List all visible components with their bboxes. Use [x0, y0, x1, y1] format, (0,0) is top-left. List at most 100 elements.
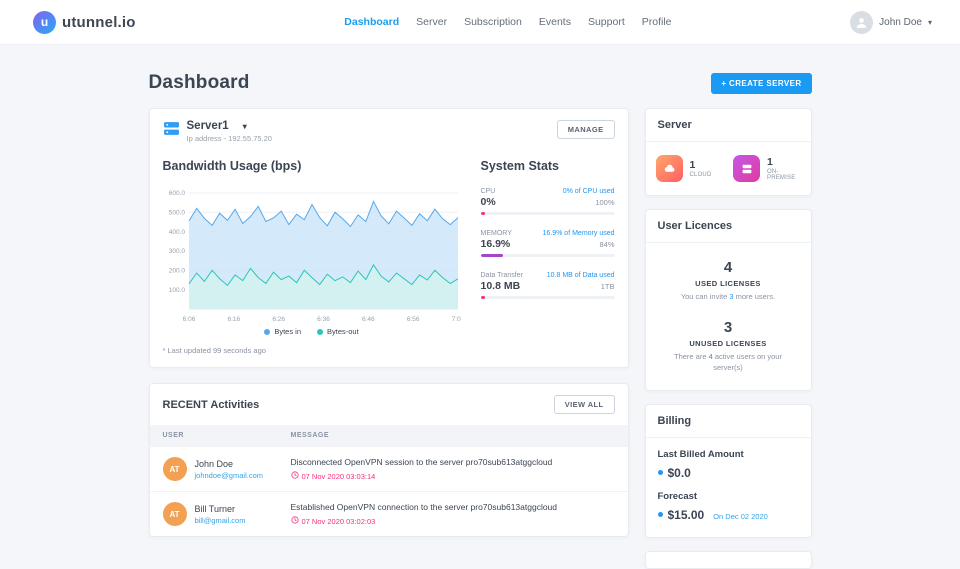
forecast-label: Forecast — [657, 490, 698, 502]
activity-timestamp: 07 Nov 2020 03:02:03 — [290, 516, 615, 526]
onprem-label: ON-PREMISE — [767, 169, 796, 181]
manage-button[interactable]: MANAGE — [556, 120, 615, 139]
cloud-server-count: 1 CLOUD — [655, 155, 724, 182]
billing-card: Billing Last Billed Amount $0.0 Forecast… — [644, 403, 812, 538]
user-licences-title: User Licences — [645, 210, 811, 243]
stat-cpu-value: 0% — [480, 196, 496, 208]
server-selector[interactable]: Server1 ▾ Ip address - 192.55.75.20 — [163, 120, 272, 143]
user-avatar-icon — [850, 10, 874, 34]
bytes-out-dot-icon — [317, 328, 323, 335]
svg-text:400.0: 400.0 — [168, 229, 185, 236]
unused-licenses-note: There are 4 active users on your server(… — [674, 351, 782, 372]
bandwidth-title: Bandwidth Usage (bps) — [162, 159, 302, 173]
used-licenses-count: 4 — [723, 259, 733, 276]
onprem-count: 1 — [767, 156, 773, 168]
forecast-date: On Dec 02 2020 — [713, 511, 768, 521]
page-content: Dashboard + CREATE SERVER Server1 ▾ — [148, 45, 812, 569]
svg-text:6:26: 6:26 — [272, 316, 285, 323]
activity-message: Disconnected OpenVPN session to the serv… — [290, 457, 553, 467]
chart-legend: Bytes in Bytes-out — [163, 327, 461, 336]
server-name: Server1 — [186, 120, 229, 132]
activities-table-header: USER MESSAGE — [149, 425, 628, 446]
column-message: MESSAGE — [290, 432, 330, 439]
svg-text:500.0: 500.0 — [168, 209, 185, 216]
stat-memory-name: MEMORY — [480, 230, 512, 237]
column-user: USER — [162, 432, 184, 439]
avatar: AT — [162, 457, 187, 482]
stat-data-name: Data Transfer — [480, 272, 523, 279]
stat-memory-value: 16.9% — [480, 238, 511, 250]
used-licenses-block: 4 USED LICENSES You can invite 3 more us… — [656, 259, 801, 303]
nav-item-profile[interactable]: Profile — [641, 16, 672, 28]
svg-text:6:46: 6:46 — [362, 316, 375, 323]
stat-cpu-used-text: 0% of CPU used — [562, 188, 615, 195]
bullet-icon — [657, 512, 663, 518]
chevron-down-icon: ▾ — [242, 121, 247, 131]
legend-bytes-out: Bytes-out — [317, 327, 359, 336]
page-title: Dashboard — [148, 72, 250, 93]
activity-user-name: Bill Turner — [194, 503, 236, 514]
create-server-button[interactable]: + CREATE SERVER — [711, 72, 812, 94]
stat-memory-max: 84% — [599, 240, 615, 249]
partial-card — [644, 550, 812, 569]
server-icon — [163, 120, 180, 143]
activity-timestamp: 07 Nov 2020 03:03:14 — [290, 471, 615, 481]
stat-data-bar — [480, 296, 615, 299]
stat-cpu: CPU 0% of CPU used 0% 100% — [480, 188, 615, 215]
svg-text:600.0: 600.0 — [168, 190, 185, 197]
activity-time-text: 07 Nov 2020 03:03:14 — [301, 471, 376, 481]
activity-row: AT John Doe johndoe@gmail.com Disconnect… — [149, 446, 628, 491]
main-nav: Dashboard Server Subscription Events Sup… — [344, 16, 671, 28]
legend-bytes-in-label: Bytes in — [274, 327, 301, 336]
last-updated-note: * Last updated 99 seconds ago — [162, 346, 266, 355]
used-licenses-note: You can invite 3 more users. — [680, 292, 776, 301]
cloud-icon — [655, 155, 683, 182]
stat-data-transfer: Data Transfer 10.8 MB of Data used 10.8 … — [480, 272, 615, 299]
chevron-down-icon: ▾ — [927, 17, 932, 27]
svg-text:6:06: 6:06 — [182, 316, 195, 323]
recent-activities-card: RECENT Activities VIEW ALL USER MESSAGE … — [148, 383, 629, 538]
forecast-amount: $15.00 — [667, 507, 705, 522]
clock-icon — [290, 471, 299, 481]
topbar: u utunnel.io Dashboard Server Subscripti… — [0, 0, 960, 45]
stat-data-max: 1TB — [600, 282, 615, 291]
nav-item-events[interactable]: Events — [538, 16, 571, 28]
stat-memory-bar — [480, 254, 615, 257]
svg-text:6:56: 6:56 — [406, 316, 419, 323]
cloud-count: 1 — [689, 159, 696, 171]
activities-title: RECENT Activities — [162, 398, 260, 411]
svg-text:300.0: 300.0 — [168, 248, 185, 255]
billing-title: Billing — [645, 405, 811, 438]
legend-bytes-in: Bytes in — [264, 327, 301, 336]
svg-text:100.0: 100.0 — [168, 287, 185, 294]
svg-text:6:36: 6:36 — [317, 316, 330, 323]
server-rack-icon — [733, 155, 760, 182]
used-licenses-label: USED LICENSES — [695, 279, 761, 288]
stat-cpu-bar — [480, 212, 615, 215]
user-name: John Doe — [879, 16, 922, 28]
nav-item-subscription[interactable]: Subscription — [464, 16, 522, 28]
activity-row: AT Bill Turner bill@gmail.com Establishe… — [149, 491, 628, 536]
activity-user-name: John Doe — [194, 458, 234, 469]
server-ip: Ip address - 192.55.75.20 — [186, 134, 272, 143]
user-menu[interactable]: John Doe ▾ — [850, 10, 932, 34]
stat-cpu-max: 100% — [595, 198, 615, 207]
activity-user-email: johndoe@gmail.com — [194, 470, 263, 480]
nav-item-dashboard[interactable]: Dashboard — [344, 16, 400, 28]
unused-licenses-label: UNUSED LICENSES — [689, 338, 767, 348]
legend-bytes-out-label: Bytes-out — [327, 327, 359, 336]
view-all-button[interactable]: VIEW ALL — [553, 395, 615, 414]
avatar: AT — [162, 502, 187, 527]
last-billed-label: Last Billed Amount — [657, 448, 744, 460]
svg-text:6:16: 6:16 — [227, 316, 240, 323]
bytes-in-dot-icon — [264, 328, 271, 335]
server-card: Server1 ▾ Ip address - 192.55.75.20 MANA… — [148, 108, 629, 368]
nav-item-support[interactable]: Support — [587, 16, 625, 28]
server-summary-title: Server — [645, 109, 811, 142]
system-stats-title: System Stats — [480, 159, 560, 173]
nav-item-server[interactable]: Server — [416, 16, 448, 28]
activity-message: Established OpenVPN connection to the se… — [290, 502, 558, 513]
onprem-server-count: 1 ON-PREMISE — [733, 155, 801, 182]
stat-data-value: 10.8 MB — [480, 280, 521, 292]
brand-logo[interactable]: u utunnel.io — [33, 10, 136, 34]
